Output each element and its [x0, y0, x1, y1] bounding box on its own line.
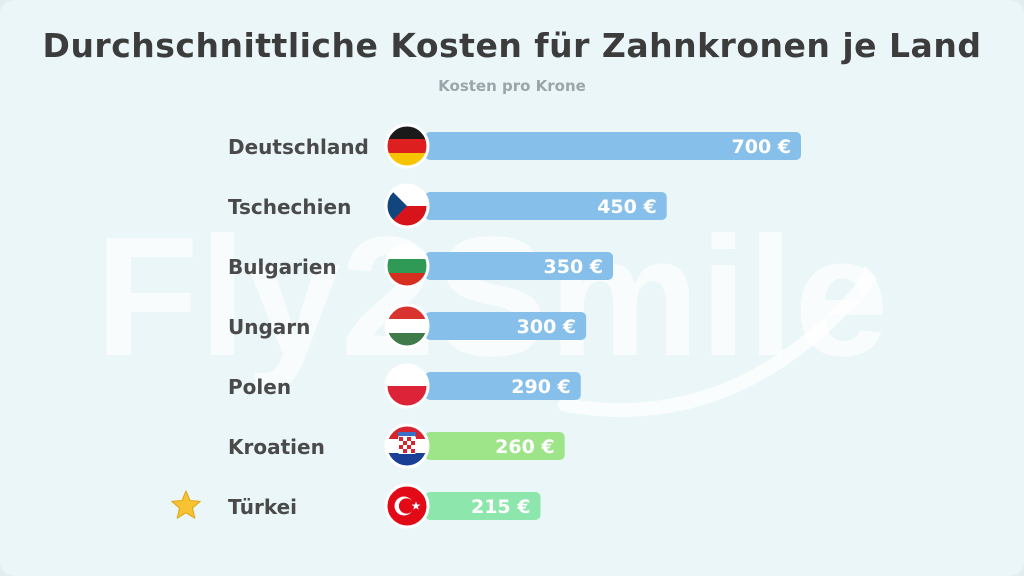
bar: [425, 192, 667, 220]
chart-subtitle: Kosten pro Krone: [438, 77, 586, 95]
value-label: 215 €: [471, 496, 531, 518]
bar: [425, 372, 581, 400]
hungary-flag-icon: [384, 303, 430, 349]
bar: [425, 312, 587, 340]
bar-row: Türkei 215 €: [171, 483, 541, 529]
germany-flag-icon: [384, 123, 430, 169]
value-label: 350 €: [544, 256, 604, 278]
croatia-flag-icon: [384, 423, 430, 469]
turkey-flag-icon: [384, 483, 430, 529]
bar-row: Bulgarien 350 €: [228, 243, 613, 289]
value-label: 700 €: [732, 136, 792, 158]
category-label: Kroatien: [228, 435, 325, 459]
category-label: Bulgarien: [228, 255, 337, 279]
bar: [425, 252, 613, 280]
category-label: Deutschland: [228, 135, 369, 159]
category-label: Polen: [228, 375, 291, 399]
bar: [425, 432, 565, 460]
bar: [425, 492, 541, 520]
star-icon: [171, 490, 201, 519]
bar-row: Deutschland 700 €: [228, 123, 801, 169]
value-label: 450 €: [597, 196, 657, 218]
bar-row: Ungarn 300 €: [228, 303, 587, 349]
category-label: Tschechien: [228, 195, 351, 219]
poland-flag-icon: [384, 363, 430, 409]
category-label: Ungarn: [228, 315, 310, 339]
bulgaria-flag-icon: [384, 243, 430, 289]
value-label: 260 €: [495, 436, 555, 458]
category-label: Türkei: [228, 495, 297, 519]
bar-row: Kroatien 260 €: [228, 423, 565, 469]
bar-row: Polen 290 €: [228, 363, 581, 409]
bar-row: Tschechien 450 €: [228, 183, 667, 229]
czechia-flag-icon: [384, 183, 430, 229]
value-label: 290 €: [511, 376, 571, 398]
chart-title: Durchschnittliche Kosten für Zahnkronen …: [42, 26, 982, 65]
bar: [425, 132, 801, 160]
value-label: 300 €: [517, 316, 577, 338]
